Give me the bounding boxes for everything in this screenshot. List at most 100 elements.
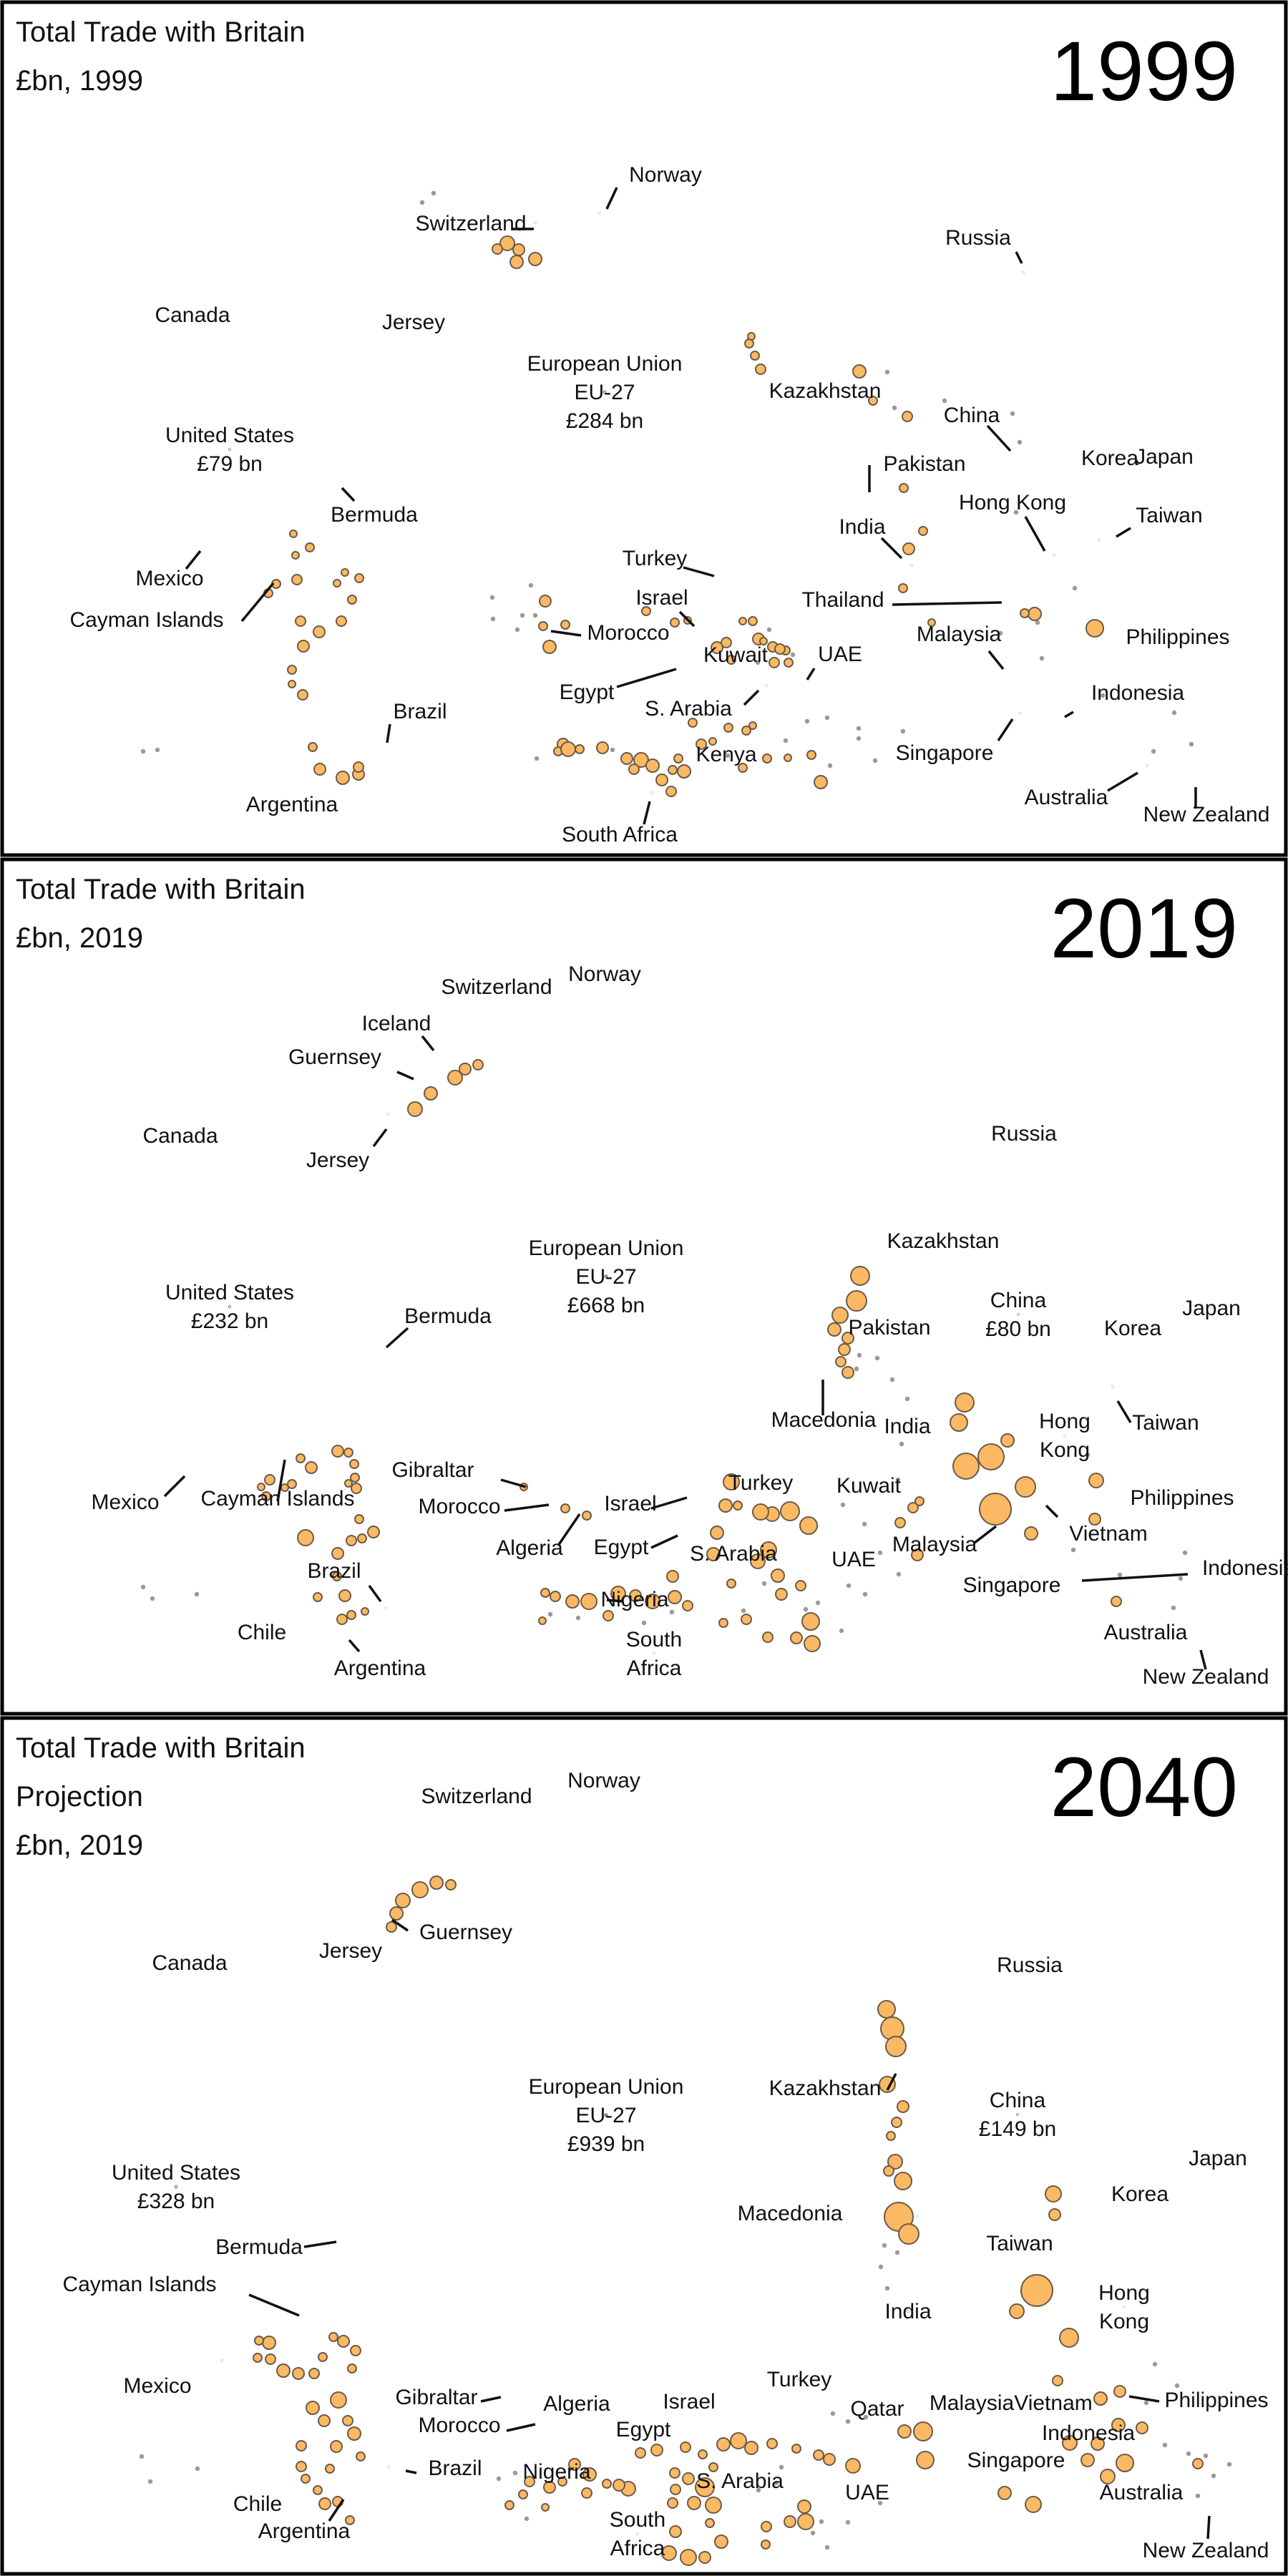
minor-partner-bubble	[635, 2447, 646, 2459]
leader-line-mexico	[185, 550, 202, 570]
country-label-argentina: Argentina	[246, 793, 338, 816]
minor-partner-dot	[857, 1352, 862, 1358]
country-label-nigeria: Nigeria	[600, 1588, 668, 1611]
country-label-turkey: Turkey	[623, 547, 688, 570]
minor-partner-bubble	[1009, 2303, 1025, 2319]
minor-partner-bubble	[784, 753, 792, 762]
country-label-pakistan: Pakistan	[848, 1316, 930, 1340]
minor-partner-bubble	[1192, 2458, 1204, 2469]
minor-partner-bubble	[977, 1443, 1005, 1470]
minor-partner-bubble	[386, 1921, 397, 1933]
bubble-label-india: India	[884, 1415, 930, 1438]
bubble-label-south-africa: South	[626, 1628, 682, 1652]
minor-partner-bubble	[575, 744, 585, 754]
minor-partner-bubble	[297, 640, 310, 653]
minor-partner-bubble	[710, 1526, 724, 1540]
minor-partner-bubble	[813, 2449, 824, 2461]
country-label-guernsey: Guernsey	[419, 1921, 512, 1944]
country-label-south-africa: South Africa	[562, 823, 678, 847]
country-label-mexico: Mexico	[91, 1491, 159, 1514]
minor-partner-bubble	[797, 2513, 814, 2530]
minor-partner-dot	[827, 763, 833, 769]
minor-partner-bubble	[345, 2515, 355, 2525]
minor-partner-bubble	[677, 764, 691, 779]
minor-partner-bubble	[313, 763, 326, 776]
leader-line-indonesia	[1064, 711, 1074, 718]
minor-partner-dot	[1182, 1550, 1188, 1556]
minor-partner-dot	[899, 1441, 904, 1447]
country-label-egypt: Egypt	[560, 680, 615, 704]
minor-partner-dot	[1013, 509, 1019, 515]
bubble-label-china: China	[990, 1289, 1047, 1312]
minor-partner-dot	[810, 2530, 816, 2536]
minor-partner-bubble	[602, 2479, 612, 2489]
minor-partner-bubble	[1111, 1596, 1122, 1607]
minor-partner-bubble	[723, 723, 733, 733]
country-label-jersey: Jersey	[306, 1148, 369, 1172]
bubble-label-canada: Canada	[155, 303, 230, 327]
minor-partner-bubble	[894, 1517, 906, 1528]
country-label-gibraltar: Gibraltar	[395, 2386, 477, 2409]
minor-partner-bubble	[755, 364, 766, 375]
chart-subtitle: £bn, 1999	[16, 65, 143, 97]
minor-partner-bubble	[655, 774, 668, 786]
minor-partner-bubble	[538, 1616, 547, 1625]
minor-partner-bubble	[301, 2474, 311, 2484]
minor-partner-bubble	[424, 1086, 438, 1101]
leader-line-brazil	[368, 1584, 382, 1603]
country-label-morocco: Morocco	[418, 2414, 500, 2437]
minor-partner-bubble	[1048, 2208, 1061, 2221]
leader-line-algeria	[557, 1513, 581, 1546]
bubble-label-saudi-arabia: S. Arabia	[696, 2469, 784, 2493]
minor-partner-bubble	[761, 2521, 772, 2532]
minor-partner-bubble	[291, 551, 300, 560]
country-label-uae: UAE	[818, 643, 862, 666]
minor-partner-bubble	[806, 750, 816, 760]
minor-partner-dot	[741, 1608, 746, 1614]
minor-partner-bubble	[1093, 2391, 1108, 2406]
minor-partner-bubble	[342, 2415, 353, 2426]
minor-partner-bubble	[902, 411, 913, 422]
minor-partner-bubble	[295, 615, 306, 627]
minor-partner-dot	[942, 398, 947, 404]
bubble-label-russia: Russia	[997, 1953, 1063, 1977]
bubble-label-vietnam: Vietnam	[1014, 2391, 1093, 2415]
minor-partner-dot	[1152, 2361, 1158, 2367]
bubble-label-hong-kong: Kong	[1040, 1438, 1090, 1462]
minor-partner-bubble	[883, 2165, 894, 2177]
country-label-mexico: Mexico	[135, 567, 203, 590]
bubble-label-united-states: £328 bn	[137, 2190, 215, 2213]
minor-partner-dot	[1085, 1452, 1091, 1458]
leader-line-malaysia	[987, 650, 1005, 670]
year-label: 2019	[1050, 882, 1238, 976]
minor-partner-bubble	[650, 2444, 663, 2457]
minor-partner-bubble	[738, 763, 748, 773]
minor-partner-bubble	[336, 1614, 348, 1625]
minor-partner-bubble	[472, 1059, 484, 1070]
bubble-label-uae: UAE	[845, 2481, 889, 2504]
chart-title: Total Trade with Britain	[16, 874, 306, 905]
minor-partner-dot	[862, 1521, 867, 1527]
minor-partner-bubble	[264, 1474, 275, 1485]
minor-partner-bubble	[877, 2000, 896, 2019]
minor-partner-bubble	[744, 2441, 758, 2455]
leader-line-new-zealand	[1199, 1649, 1207, 1670]
bubble-label-united-states: United States	[165, 1281, 294, 1304]
minor-partner-bubble	[902, 542, 915, 555]
minor-partner-bubble	[336, 615, 347, 627]
minor-partner-dot	[882, 2243, 887, 2248]
minor-partner-bubble	[346, 1535, 357, 1546]
minor-partner-bubble	[748, 616, 758, 626]
bubble-label-saudi-arabia: S. Arabia	[690, 1542, 777, 1566]
bubble-label-uae: UAE	[831, 1548, 876, 1571]
country-label-kazakhstan: Kazakhstan	[769, 379, 882, 403]
minor-partner-bubble	[602, 1610, 614, 1621]
bubble-label-turkey: Turkey	[728, 1471, 794, 1495]
bubble-label-canada: Canada	[152, 1951, 227, 1975]
minor-partner-bubble	[350, 1473, 360, 1483]
bubble-european-union	[604, 2113, 608, 2117]
leader-line-egypt	[616, 668, 677, 688]
bubble-label-switzerland: Switzerland	[421, 1785, 532, 1808]
minor-partner-bubble	[353, 761, 364, 773]
